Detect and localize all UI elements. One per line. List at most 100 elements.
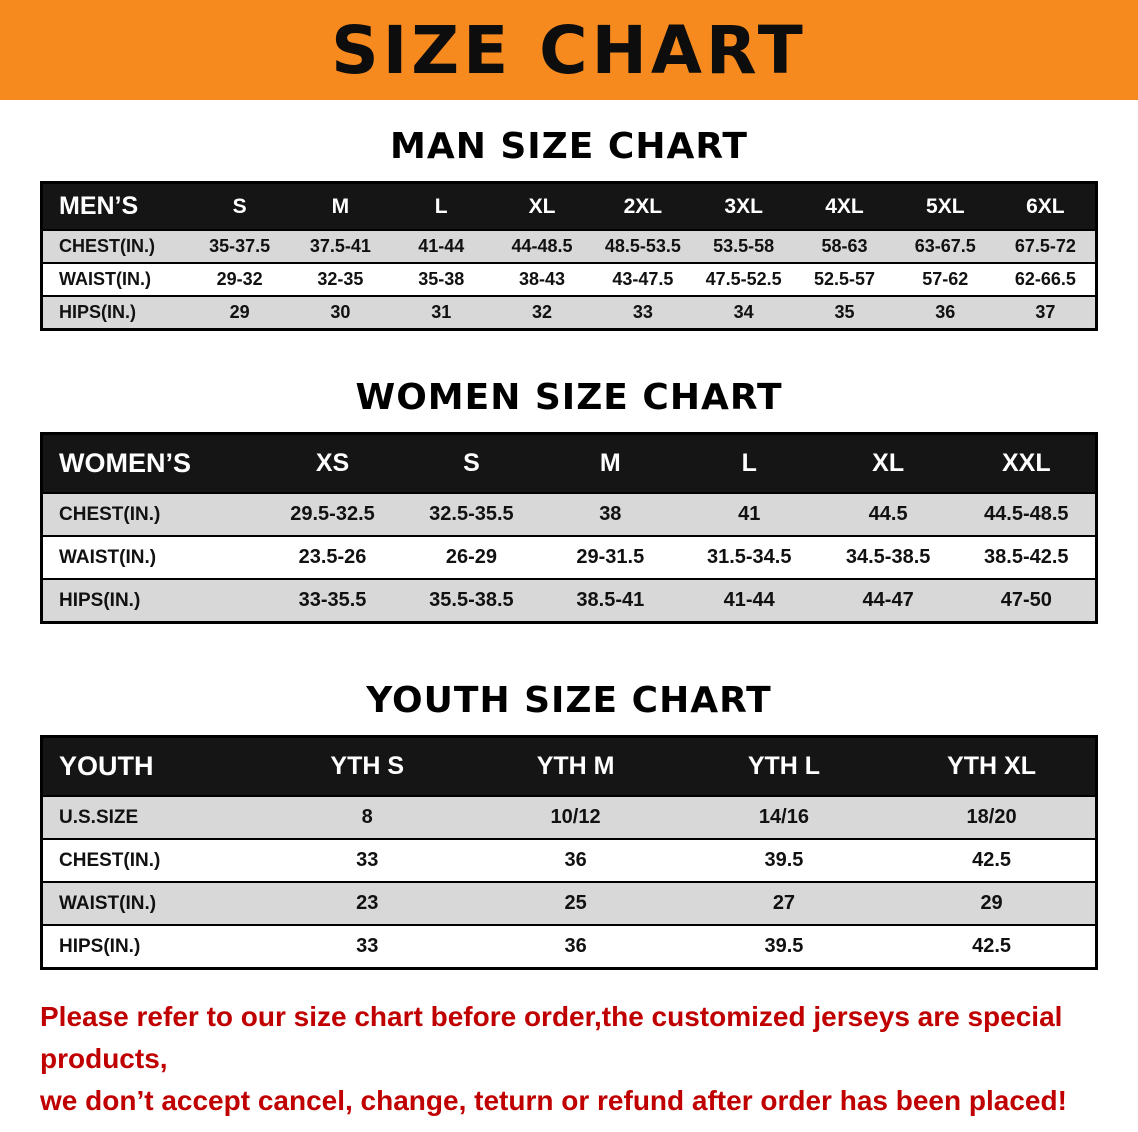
size-value-cell: 43-47.5	[612, 269, 674, 289]
size-value-cell: 33	[356, 849, 379, 871]
size-value-cell: 36	[564, 935, 587, 957]
size-value-cell: 41-44	[723, 589, 775, 611]
size-value-cell: 29.5-32.5	[290, 503, 375, 525]
size-value-cell: 32-35	[317, 269, 364, 289]
size-column-header: XXL	[1001, 449, 1051, 477]
size-column-header: M	[599, 449, 621, 477]
size-value-cell: 36	[935, 302, 956, 322]
size-column-header: M	[331, 194, 350, 218]
row-label: WAIST(IN.)	[59, 269, 151, 289]
size-value-cell: 57-62	[922, 269, 969, 289]
size-value-cell: 33	[356, 935, 379, 957]
size-value-cell: 32	[532, 302, 553, 322]
size-value-cell: 25	[564, 892, 587, 914]
row-label: CHEST(IN.)	[59, 503, 161, 525]
table-row: WAIST(IN.) 29-32 32-35 35-38 38-43 43-47.5 47.…	[41, 263, 1097, 296]
size-value-cell: 52.5-57	[813, 269, 875, 289]
size-value-cell: 29-31.5	[576, 546, 645, 568]
women-size-table: WOMEN’S XS S M L XL XXL CHEST(IN.) 29.5-32.5 32.5…	[40, 432, 1098, 624]
size-value-cell: 44-48.5	[511, 236, 573, 256]
size-value-cell: 58-63	[821, 236, 868, 256]
size-column-header: YTH L	[747, 752, 821, 780]
youth-chart-heading: YOUTH SIZE CHART	[366, 680, 772, 721]
size-value-cell: 44.5-48.5	[984, 503, 1069, 525]
size-column-header: 6XL	[1026, 194, 1065, 218]
size-value-cell: 41	[738, 503, 761, 525]
size-column-header: 3XL	[724, 194, 763, 218]
size-value-cell: 42.5	[972, 849, 1012, 871]
size-value-cell: 41-44	[418, 236, 465, 256]
row-label: CHEST(IN.)	[59, 849, 161, 871]
youth-size-section: YOUTH SIZE CHART YOUTH YTH S YTH M YTH L YTH…	[0, 680, 1138, 970]
size-value-cell: 38.5-42.5	[984, 546, 1069, 568]
youth-size-table: YOUTH YTH S YTH M YTH L YTH XL U.S.SIZE 8 10/12…	[40, 735, 1098, 970]
table-row: HIPS(IN.) 29 30 31 32 33 34 35 36 37	[41, 296, 1097, 330]
size-column-header: YTH XL	[947, 752, 1037, 780]
size-column-header: L	[741, 449, 757, 477]
size-value-cell: 44-47	[862, 589, 914, 611]
size-value-cell: 62-66.5	[1014, 269, 1076, 289]
size-value-cell: 30	[330, 302, 351, 322]
size-value-cell: 33-35.5	[298, 589, 367, 611]
size-column-header: XL	[528, 194, 556, 218]
size-value-cell: 31.5-34.5	[706, 546, 792, 568]
size-value-cell: 34	[733, 302, 754, 322]
row-label: WAIST(IN.)	[59, 546, 157, 568]
size-value-cell: 34.5-38.5	[845, 546, 931, 568]
row-label: CHEST(IN.)	[59, 236, 155, 256]
table-header-row: WOMEN’S XS S M L XL XXL	[41, 433, 1097, 493]
table-row: CHEST(IN.) 33 36 39.5 42.5	[41, 839, 1097, 882]
row-label: U.S.SIZE	[59, 806, 139, 828]
size-value-cell: 32.5-35.5	[429, 503, 514, 525]
size-value-cell: 33	[632, 302, 653, 322]
size-column-header: L	[434, 194, 448, 218]
size-value-cell: 39.5	[764, 849, 804, 871]
size-value-cell: 29	[980, 892, 1003, 914]
size-value-cell: 8	[361, 806, 373, 828]
size-value-cell: 23.5-26	[298, 546, 367, 568]
row-label: HIPS(IN.)	[59, 302, 137, 322]
size-value-cell: 26-29	[445, 546, 497, 568]
table-row: HIPS(IN.) 33 36 39.5 42.5	[41, 925, 1097, 969]
size-value-cell: 14/16	[758, 806, 809, 828]
size-value-cell: 38	[599, 503, 622, 525]
table-header-row: YOUTH YTH S YTH M YTH L YTH XL	[41, 736, 1097, 796]
size-value-cell: 29	[229, 302, 250, 322]
policy-line-1: Please refer to our size chart before or…	[40, 1001, 1063, 1074]
size-value-cell: 35-37.5	[209, 236, 271, 256]
table-row: WAIST(IN.) 23 25 27 29	[41, 882, 1097, 925]
size-value-cell: 29-32	[216, 269, 263, 289]
size-column-header: S	[463, 449, 480, 477]
size-value-cell: 38.5-41	[576, 589, 645, 611]
table-header-label: MEN’S	[59, 192, 139, 220]
size-value-cell: 47.5-52.5	[705, 269, 782, 289]
size-column-header: YTH M	[536, 752, 615, 780]
size-value-cell: 35	[834, 302, 855, 322]
size-value-cell: 35-38	[418, 269, 465, 289]
size-value-cell: 23	[356, 892, 379, 914]
men-size-section: MAN SIZE CHART MEN’S S M L XL 2XL 3XL 4XL 5XL 6XL…	[0, 126, 1138, 331]
size-column-header: 4XL	[825, 194, 864, 218]
men-size-table: MEN’S S M L XL 2XL 3XL 4XL 5XL 6XL CHEST(IN.) 35-37…	[40, 181, 1098, 331]
size-column-header: 5XL	[926, 194, 965, 218]
table-row: CHEST(IN.) 29.5-32.5 32.5-35.5 38 41 44.5 44.5…	[41, 493, 1097, 536]
size-value-cell: 31	[431, 302, 452, 322]
size-value-cell: 38-43	[519, 269, 566, 289]
size-column-header: XS	[315, 449, 350, 477]
table-row: WAIST(IN.) 23.5-26 26-29 29-31.5 31.5-34.5 34…	[41, 536, 1097, 579]
size-value-cell: 63-67.5	[914, 236, 976, 256]
size-value-cell: 53.5-58	[713, 236, 775, 256]
size-value-cell: 27	[772, 892, 796, 914]
size-chart-banner: SIZE CHART	[0, 0, 1138, 100]
size-value-cell: 48.5-53.5	[604, 236, 681, 256]
table-header-label: WOMEN’S	[59, 448, 191, 478]
women-size-section: WOMEN SIZE CHART WOMEN’S XS S M L XL XXL CHEST(…	[0, 377, 1138, 624]
row-label: HIPS(IN.)	[59, 935, 141, 957]
table-row: HIPS(IN.) 33-35.5 35.5-38.5 38.5-41 41-44 44-…	[41, 579, 1097, 623]
table-header-row: MEN’S S M L XL 2XL 3XL 4XL 5XL 6XL	[41, 182, 1097, 230]
size-value-cell: 39.5	[764, 935, 804, 957]
size-value-cell: 35.5-38.5	[429, 589, 514, 611]
table-row: CHEST(IN.) 35-37.5 37.5-41 41-44 44-48.5 48.5…	[41, 230, 1097, 263]
size-column-header: XL	[872, 449, 905, 477]
size-column-header: S	[232, 194, 247, 218]
